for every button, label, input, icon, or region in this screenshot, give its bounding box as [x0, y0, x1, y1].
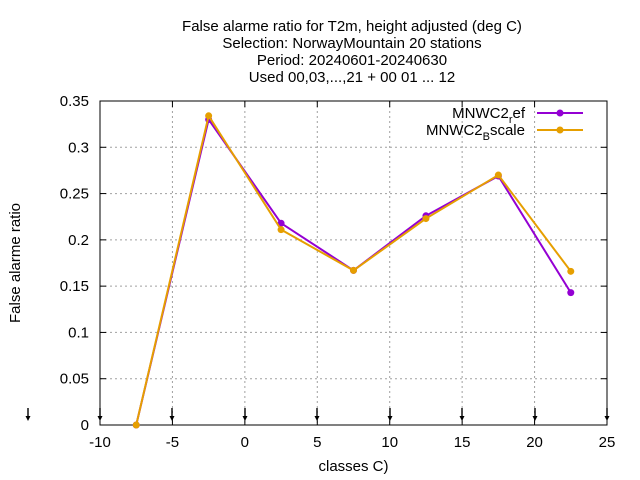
x-tick-label: 10 — [381, 434, 398, 451]
series-point — [277, 226, 285, 234]
series-point — [567, 289, 575, 297]
y-tick-label: 0.25 — [60, 186, 89, 203]
axis-arrow-head — [97, 416, 103, 421]
series-point — [277, 219, 285, 227]
chart-title-line: False alarme ratio for T2m, height adjus… — [182, 18, 522, 35]
legend-label-subscript: r — [509, 114, 513, 126]
y-tick-label: 0.05 — [60, 371, 89, 388]
axis-arrow-head — [242, 416, 248, 421]
chart-title: False alarme ratio for T2m, height adjus… — [182, 18, 522, 86]
legend-swatch-point — [556, 126, 564, 134]
axis-arrow-head — [169, 416, 175, 421]
legend-swatch-point — [556, 109, 564, 117]
legend-label-subscript: B — [483, 131, 490, 143]
y-axis-label: False alarme ratio — [7, 203, 24, 323]
x-tick-label: 15 — [454, 434, 471, 451]
grid — [100, 101, 607, 425]
chart-title-line: Selection: NorwayMountain 20 stations — [222, 35, 481, 52]
axis-arrow-head — [314, 416, 320, 421]
y-tick-label: 0.15 — [60, 278, 89, 295]
legend-label: MNWC2Bscale — [426, 122, 525, 143]
legend-label-base: MNWC2 — [426, 122, 483, 139]
x-tick-label: 20 — [526, 434, 543, 451]
x-tick-label: 5 — [313, 434, 321, 451]
series-point — [205, 112, 213, 120]
axis-arrow-head — [459, 416, 465, 421]
legend-label-tail: scale — [490, 122, 525, 139]
series-point — [350, 266, 357, 274]
legend-label-tail: ef — [512, 105, 525, 122]
y-tick-label: 0.35 — [60, 93, 89, 110]
x-tick-label: 25 — [599, 434, 616, 451]
x-axis-label: classes C) — [318, 458, 388, 475]
y-tick-label: 0.3 — [68, 139, 89, 156]
x-tick-label: 0 — [241, 434, 249, 451]
chart-title-line: Period: 20240601-20240630 — [257, 52, 447, 69]
axis-ticks: -10 -5 0 5 10 15 20 25 0 0.05 0.1 0.15 0.2 0.25 0.3 0.3… — [25, 93, 616, 451]
legend-label-base: MNWC2 — [452, 105, 509, 122]
y-tick-label: 0.2 — [68, 232, 89, 249]
series-point — [494, 171, 502, 179]
axis-arrow-head — [387, 416, 393, 421]
axis-arrow-head — [532, 416, 538, 421]
y-tick-label: 0 — [81, 417, 89, 434]
series-layer — [132, 112, 575, 429]
axis-arrow-head — [604, 416, 610, 421]
axis-arrow-head — [25, 416, 31, 421]
series-point — [422, 215, 430, 223]
series-point — [567, 267, 575, 275]
x-tick-label: -5 — [166, 434, 179, 451]
x-tick-label: -10 — [89, 434, 111, 451]
legend-label: MNWC2ref — [452, 105, 526, 126]
chart-title-line: Used 00,03,...,21 + 00 01 ... 12 — [249, 69, 455, 86]
y-tick-label: 0.1 — [68, 324, 89, 341]
plot-frame — [99, 100, 608, 426]
series-point — [132, 421, 140, 429]
